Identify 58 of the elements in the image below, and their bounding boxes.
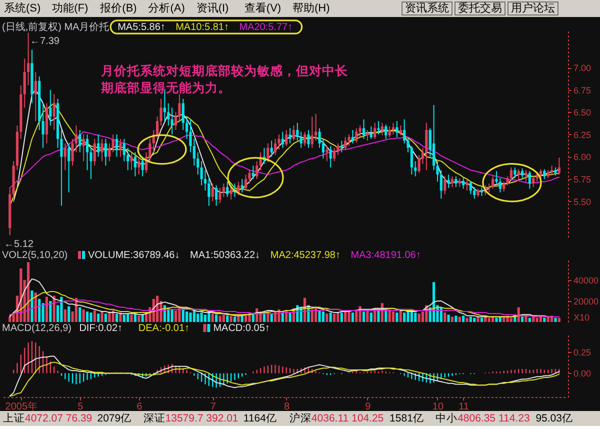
- text: 功能(F): [52, 2, 88, 14]
- text: 2079亿: [97, 412, 132, 424]
- text: MA20:5.77↑: [239, 22, 293, 33]
- text: 报价(B): [99, 2, 137, 14]
- y-tick-label: 6.25: [574, 130, 592, 140]
- text: DIF:0.02↑: [79, 323, 123, 334]
- y-tick-label: 5.50: [574, 196, 592, 207]
- x-tick-label: 5: [78, 402, 84, 412]
- chart-title: VOL2(5,10,20): [2, 250, 68, 261]
- legend-label: MACD:0.05↑: [213, 323, 270, 334]
- x-tick-label: 2005年: [5, 400, 38, 412]
- text: 95.03亿: [536, 412, 573, 424]
- text: 资讯系统: [405, 2, 449, 14]
- text: MA10:5.81↑: [176, 22, 229, 33]
- x-tick-label: 10: [432, 402, 444, 412]
- x-tick-label: 8: [284, 402, 290, 412]
- text: MA2:45237.98↑: [270, 250, 340, 261]
- y-tick-label: 5.75: [574, 174, 592, 185]
- text: 中小: [436, 412, 458, 424]
- y-tick-label: 0.25: [574, 347, 592, 358]
- text: 1164亿: [243, 412, 277, 424]
- text: MA5:5.86↑: [118, 22, 166, 33]
- text: 系统(S): [4, 2, 41, 14]
- y-tick-label: 6.00: [574, 152, 592, 162]
- text: 查看(V): [244, 2, 282, 14]
- text: 4806.35 114.23: [458, 412, 530, 424]
- text: MA1:50363.22↓: [190, 250, 260, 261]
- text: MA3:48191.06↑: [350, 250, 421, 261]
- y-tick-label: 6.75: [574, 85, 592, 96]
- chart-title: (日线,前复权) MA月价托: [2, 21, 110, 33]
- text: ←5.12: [4, 239, 34, 250]
- annotation: 月价托系统对短期底部较为敏感，但对中长期底部显得无能为力。: [100, 63, 349, 95]
- annotation: ←7.39: [30, 36, 60, 47]
- text: 帮助(H): [292, 2, 330, 14]
- y-tick-label: 7.00: [574, 63, 592, 74]
- text: 委托交易: [458, 2, 502, 14]
- text: 分析(A): [148, 2, 185, 14]
- text: 深证: [143, 412, 166, 424]
- chart-title: MACD(12,26,9): [2, 323, 72, 334]
- text: 1581亿: [390, 412, 424, 424]
- x-tick-label: 7: [210, 402, 216, 412]
- x-tick-label: 6: [136, 402, 143, 412]
- legend-label: VOLUME:36789.46↓: [88, 250, 180, 261]
- y-axis-title: X10: [574, 312, 590, 322]
- text: 上证: [3, 412, 25, 424]
- y-tick-label: 6.50: [574, 108, 592, 118]
- x-tick-label: 11: [458, 402, 470, 412]
- y-tick-label: 40000: [574, 276, 599, 286]
- x-tick-label: 9: [365, 402, 372, 412]
- text: 4072.07 76.39: [25, 412, 92, 424]
- text: 用户论坛: [511, 2, 555, 14]
- text: DEA:-0.01↑: [138, 323, 190, 334]
- text: 13579.7 392.01: [165, 412, 238, 424]
- y-tick-label: 0.00: [574, 368, 592, 379]
- y-tick-label: 20000: [574, 296, 599, 306]
- text: 4036.11 104.25: [311, 412, 384, 424]
- text: 资讯(I): [196, 2, 229, 14]
- text: 沪深: [289, 412, 312, 424]
